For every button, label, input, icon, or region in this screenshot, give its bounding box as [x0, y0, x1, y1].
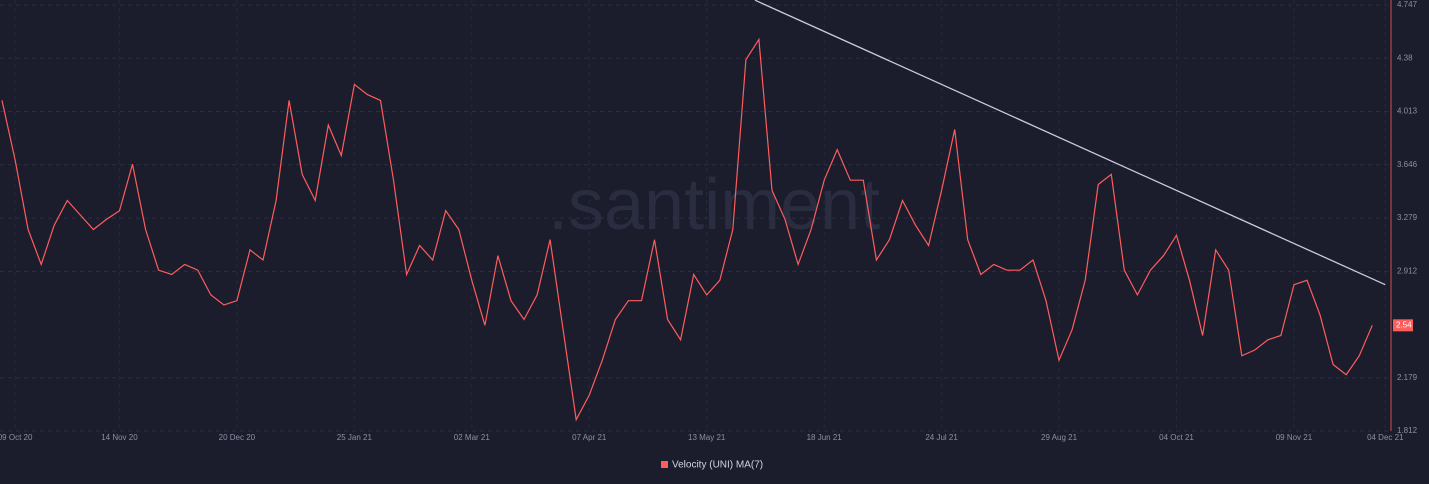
x-tick-label: 14 Nov 20	[101, 433, 138, 442]
y-tick-label: 1.812	[1397, 426, 1418, 435]
legend-swatch	[661, 461, 668, 468]
x-tick-label: 09 Oct 20	[0, 433, 33, 442]
x-tick-label: 18 Jun 21	[807, 433, 843, 442]
y-tick-label: 3.279	[1397, 213, 1418, 222]
x-tick-label: 04 Dec 21	[1367, 433, 1404, 442]
x-tick-label: 20 Dec 20	[219, 433, 256, 442]
x-tick-label: 02 Mar 21	[454, 433, 491, 442]
y-tick-label: 2.179	[1397, 373, 1418, 382]
y-tick-label: 4.013	[1397, 107, 1418, 116]
data-line	[1, 37, 1373, 422]
x-tick-label: 09 Nov 21	[1276, 433, 1313, 442]
current-value-badge	[1393, 319, 1413, 332]
y-tick-label: 4.38	[1397, 53, 1413, 62]
trend-line	[754, 0, 1386, 286]
y-tick-label: 2.912	[1397, 266, 1418, 275]
x-tick-label: 24 Jul 21	[925, 433, 958, 442]
x-tick-label: 04 Oct 21	[1159, 433, 1194, 442]
y-tick-label: 4.747	[1397, 0, 1418, 9]
x-tick-label: 13 May 21	[688, 433, 726, 442]
legend-label: Velocity (UNI) MA(7)	[672, 460, 763, 471]
current-value-label: 2.54	[1396, 320, 1412, 329]
watermark: .santiment	[548, 165, 880, 245]
x-tick-label: 25 Jan 21	[337, 433, 373, 442]
legend: Velocity (UNI) MA(7)	[661, 460, 763, 471]
x-tick-label: 29 Aug 21	[1041, 433, 1078, 442]
y-tick-label: 3.646	[1397, 160, 1418, 169]
x-tick-label: 07 Apr 21	[572, 433, 607, 442]
